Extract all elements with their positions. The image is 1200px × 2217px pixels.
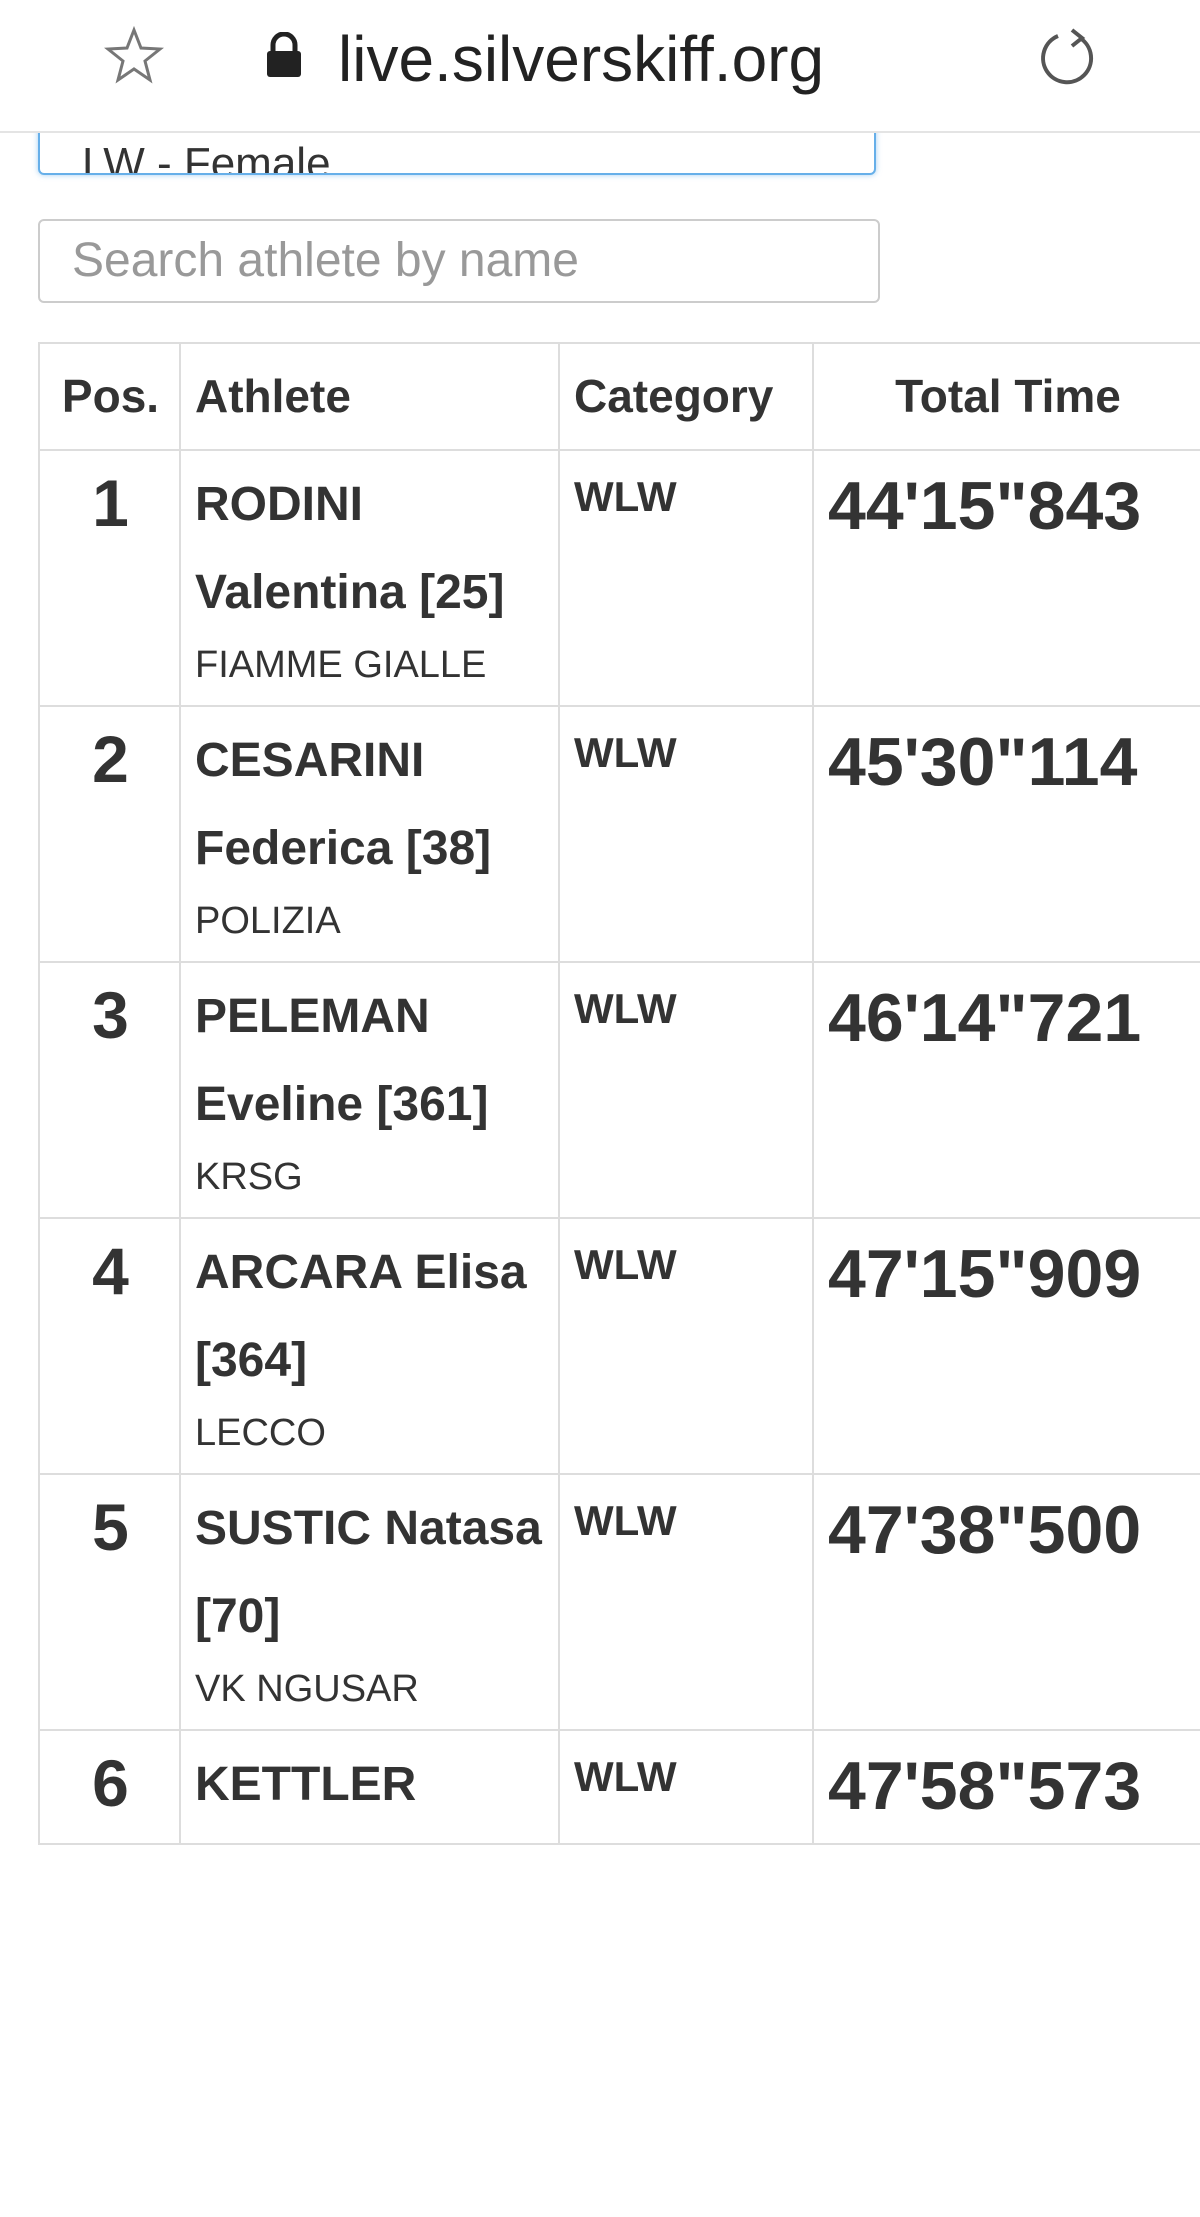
athlete-cell: PELEMAN Eveline [361] KRSG: [179, 961, 560, 1219]
athlete-name: ARCARA Elisa [364]: [195, 1246, 527, 1387]
position: 1: [38, 449, 181, 707]
position: 5: [38, 1473, 181, 1731]
club: LECCO: [195, 1412, 326, 1454]
browser-bar: live.silverskiff.org: [0, 0, 1200, 133]
result-row: 6 KETTLER WLW 47'58"573: [38, 1729, 1200, 1845]
athlete-cell: CESARINI Federica [38] POLIZIA: [179, 705, 560, 963]
header: Category: [558, 342, 814, 451]
result-row: 5 SUSTIC Natasa [70] VK NGUSAR WLW 47'38"500: [38, 1473, 1200, 1731]
result-row: 1 RODINI Valentina [25] FIAMME GIALLE WLW 44…: [38, 449, 1200, 707]
total-time: 47'15"909: [812, 1217, 1200, 1475]
reload-icon[interactable]: [1036, 24, 1100, 88]
athlete-name: RODINI Valentina [25]: [195, 478, 505, 619]
athlete-cell: SUSTIC Natasa [70] VK NGUSAR: [179, 1473, 560, 1731]
category: WLW: [558, 1217, 814, 1475]
header: Athlete: [179, 342, 560, 451]
url[interactable]: live.silverskiff.org: [338, 23, 825, 95]
athlete-name: PELEMAN Eveline [361]: [195, 990, 489, 1131]
search-input[interactable]: Search athlete by name: [38, 219, 880, 303]
total-time: 46'14"721: [812, 961, 1200, 1219]
bookmark-star[interactable]: [104, 26, 164, 86]
total-time: 47'38"500: [812, 1473, 1200, 1731]
category: WLW: [558, 1473, 814, 1731]
result-row: 2 CESARINI Federica [38] POLIZIA WLW 45'30"1…: [38, 705, 1200, 963]
athlete-name: KETTLER: [195, 1758, 417, 1811]
category: WLW: [558, 961, 814, 1219]
lock-icon: [267, 32, 301, 77]
result-row: 4 ARCARA Elisa [364] LECCO WLW 47'15"909: [38, 1217, 1200, 1475]
athlete-name: SUSTIC Natasa [70]: [195, 1502, 542, 1643]
club: POLIZIA: [195, 900, 341, 942]
category: WLW: [558, 705, 814, 963]
position: 4: [38, 1217, 181, 1475]
athlete-cell: ARCARA Elisa [364] LECCO: [179, 1217, 560, 1475]
athlete-cell: KETTLER: [179, 1729, 560, 1845]
athlete-name: CESARINI Federica [38]: [195, 734, 492, 875]
results-table: Pos. Athlete Category Total Time 1 RODINI…: [38, 342, 1200, 1845]
club: KRSG: [195, 1156, 303, 1198]
total-time: 47'58"573: [812, 1729, 1200, 1845]
dropdown-value: LW - Female: [82, 139, 331, 175]
category: WLW: [558, 449, 814, 707]
result-row: 3 PELEMAN Eveline [361] KRSG WLW 46'14"721: [38, 961, 1200, 1219]
position: 6: [38, 1729, 181, 1845]
athlete-cell: RODINI Valentina [25] FIAMME GIALLE: [179, 449, 560, 707]
position: 2: [38, 705, 181, 963]
category: WLW: [558, 1729, 814, 1845]
position: 3: [38, 961, 181, 1219]
total-time: 44'15"843: [812, 449, 1200, 707]
header: Total Time: [812, 342, 1200, 451]
total-time: 45'30"114: [812, 705, 1200, 963]
header: Pos.: [38, 342, 181, 451]
club: VK NGUSAR: [195, 1668, 419, 1710]
club: FIAMME GIALLE: [195, 644, 487, 686]
